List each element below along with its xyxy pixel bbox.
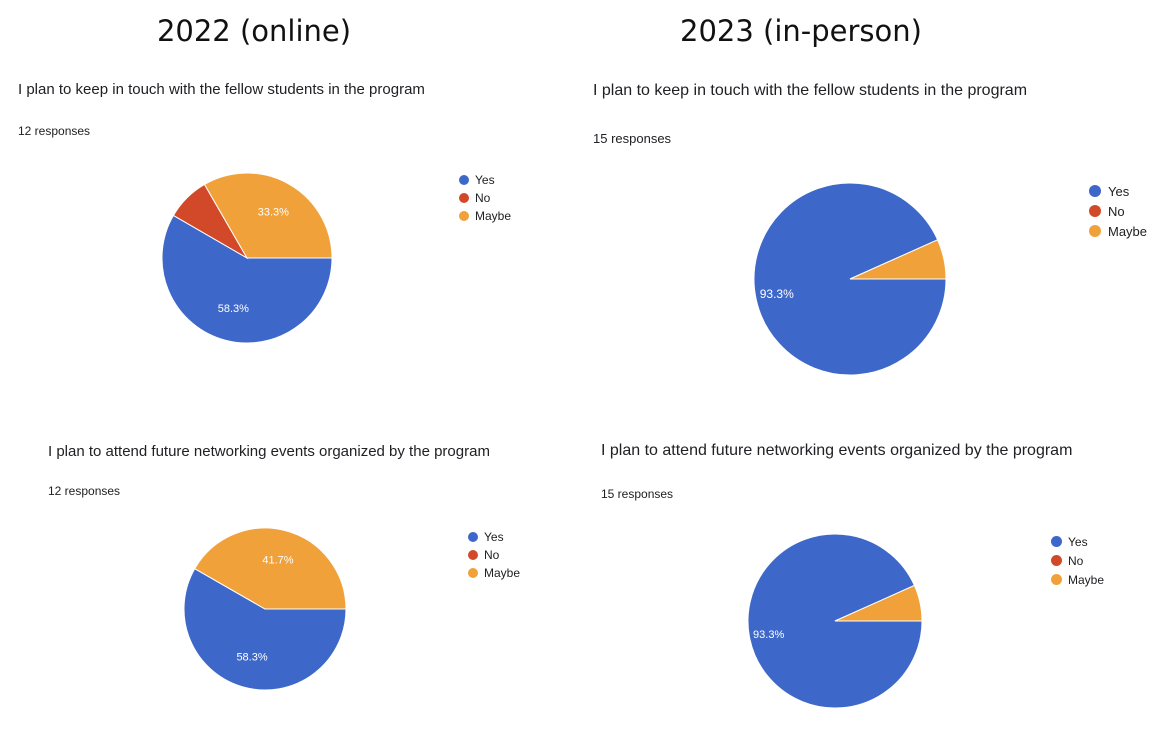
legend-label-no: No [1068, 553, 1084, 568]
legend-item-no: No [459, 189, 511, 207]
legend-swatch-no [1089, 205, 1101, 217]
question-title: I plan to keep in touch with the fellow … [593, 82, 1028, 99]
legend-label-maybe: Maybe [1108, 223, 1148, 239]
pie-slice-maybe [849, 239, 947, 280]
legend-label-maybe: Maybe [475, 209, 512, 223]
legend-item-no: No [468, 546, 520, 564]
legend-label-no: No [1108, 203, 1125, 219]
legend-item-maybe: Maybe [468, 564, 520, 582]
legend: Yes No Maybe [1051, 532, 1104, 589]
legend-swatch-maybe [1089, 225, 1101, 237]
legend-swatch-yes [1051, 536, 1062, 547]
chart-panel-2023-keep-in-touch: I plan to keep in touch with the fellow … [593, 82, 1153, 392]
legend-item-no: No [1089, 201, 1147, 221]
pie-slice-yes [161, 214, 333, 344]
legend-item-yes: Yes [468, 528, 520, 546]
legend-swatch-no [1051, 555, 1062, 566]
chart-panel-2022-networking-events: I plan to attend future networking event… [48, 443, 588, 723]
legend-label-maybe: Maybe [484, 566, 521, 580]
chart-panel-2022-keep-in-touch: I plan to keep in touch with the fellow … [18, 81, 578, 381]
data-label-yes: 58.3% [218, 303, 249, 315]
legend-swatch-yes [468, 532, 478, 542]
legend-swatch-maybe [459, 211, 469, 221]
legend-item-yes: Yes [1051, 532, 1104, 551]
legend-swatch-maybe [468, 568, 478, 578]
pie-slice-yes [183, 567, 347, 691]
legend-label-yes: Yes [1068, 534, 1088, 549]
legend-item-maybe: Maybe [1051, 570, 1104, 589]
pie-slice-maybe [194, 527, 347, 610]
legend-swatch-yes [1089, 185, 1101, 197]
legend-item-no: No [1051, 551, 1104, 570]
legend-item-maybe: Maybe [1089, 221, 1147, 241]
pie-chart: 93.3% [747, 533, 923, 709]
legend-item-yes: Yes [459, 171, 511, 189]
legend: Yes No Maybe [459, 171, 511, 225]
legend-item-yes: Yes [1089, 181, 1147, 201]
legend-label-maybe: Maybe [1068, 572, 1105, 587]
pie-chart: 58.3% 33.3% [161, 172, 333, 344]
column-header-2022: 2022 (online) [156, 14, 352, 48]
question-title: I plan to keep in touch with the fellow … [18, 81, 425, 98]
pie-slice-maybe [834, 584, 923, 622]
pie-slice-maybe [203, 172, 333, 259]
legend-item-maybe: Maybe [459, 207, 511, 225]
response-count: 12 responses [48, 484, 121, 498]
data-label-maybe: 41.7% [262, 554, 293, 566]
legend-swatch-yes [459, 175, 469, 185]
legend-label-yes: Yes [1108, 183, 1130, 199]
data-label-yes: 93.3% [753, 629, 784, 641]
legend: Yes No Maybe [1089, 181, 1147, 241]
legend-swatch-no [459, 193, 469, 203]
question-title: I plan to attend future networking event… [601, 442, 1073, 459]
data-label-maybe: 33.3% [258, 206, 289, 218]
legend-label-yes: Yes [484, 530, 504, 544]
legend-swatch-no [468, 550, 478, 560]
column-header-2023: 2023 (in-person) [680, 14, 922, 48]
question-title: I plan to attend future networking event… [48, 443, 490, 460]
legend-label-no: No [475, 191, 491, 205]
legend: Yes No Maybe [468, 528, 520, 582]
response-count: 15 responses [601, 487, 674, 501]
chart-panel-2023-networking-events: I plan to attend future networking event… [601, 442, 1141, 727]
pie-chart: 58.3% 41.7% [183, 527, 347, 691]
response-count: 15 responses [593, 131, 672, 146]
response-count: 12 responses [18, 124, 91, 138]
legend-swatch-maybe [1051, 574, 1062, 585]
data-label-yes: 93.3% [760, 287, 794, 301]
legend-label-yes: Yes [475, 173, 495, 187]
legend-label-no: No [484, 548, 500, 562]
pie-chart: 93.3% [753, 182, 947, 376]
data-label-yes: 58.3% [236, 651, 267, 663]
